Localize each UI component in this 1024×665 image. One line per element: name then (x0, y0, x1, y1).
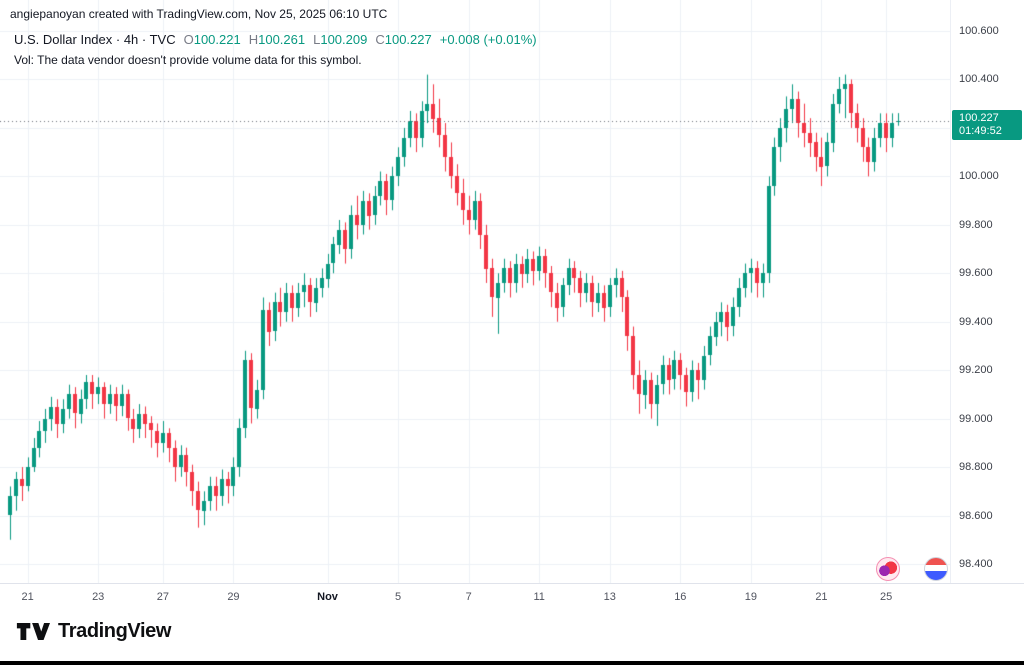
price-tick-label: 99.000 (959, 412, 993, 425)
candlestick-canvas[interactable] (0, 0, 950, 583)
brand-name: TradingView (58, 619, 172, 642)
close-label: C (375, 32, 385, 47)
time-tick-label: 11 (533, 591, 545, 603)
emoji-sticker-2[interactable] (924, 557, 948, 581)
low-label: L (313, 32, 321, 47)
legend: U.S. Dollar Index · 4h · TVC O100.221 H100… (14, 32, 537, 67)
bar-countdown: 01:49:52 (959, 125, 1002, 138)
price-tick-label: 99.200 (959, 364, 993, 377)
attribution-text: angiepanoyan created with TradingView.co… (10, 7, 388, 21)
emoji-sticker-1[interactable] (876, 557, 900, 581)
time-tick-label: 7 (465, 591, 472, 603)
time-tick-label: 23 (92, 591, 105, 603)
last-price-badge: 100.227 01:49:52 (952, 110, 1022, 141)
open-value: 100.221 (193, 32, 241, 47)
price-tick-label: 100.000 (959, 170, 999, 183)
high-value: 100.261 (258, 32, 306, 47)
volume-note: Vol: The data vendor doesn't provide vol… (14, 53, 362, 67)
time-tick-label: 21 (21, 591, 34, 603)
footer-branding[interactable]: TradingView (16, 619, 171, 643)
price-tick-label: 100.400 (959, 73, 999, 86)
price-tick-label: 98.600 (959, 509, 993, 522)
high-label: H (248, 32, 259, 47)
window-bottom-edge (0, 661, 1024, 665)
legend-row-main: U.S. Dollar Index · 4h · TVC O100.221 H100… (14, 32, 537, 47)
time-tick-label: 21 (815, 591, 828, 603)
last-price-value: 100.227 (959, 112, 999, 125)
time-tick-label: 25 (879, 591, 893, 603)
time-tick-label: 19 (744, 591, 757, 603)
price-tick-label: 99.400 (959, 315, 993, 328)
time-tick-label: Nov (317, 591, 338, 603)
time-tick-label: 29 (227, 591, 240, 603)
price-tick-label: 98.400 (959, 557, 993, 570)
time-tick-label: 5 (395, 591, 402, 603)
time-axis[interactable]: 21 23 27 29 Nov 5 7 11 13 16 19 21 25 (0, 583, 1024, 612)
low-value: 100.209 (320, 32, 368, 47)
time-tick-label: 16 (674, 591, 687, 603)
symbol-description[interactable]: U.S. Dollar Index · 4h · TVC (14, 32, 176, 47)
price-axis[interactable]: 100.600100.400100.200100.00099.80099.600… (950, 0, 1024, 583)
price-tick-label: 99.800 (959, 218, 993, 231)
close-value: 100.227 (384, 32, 432, 47)
price-tick-label: 98.800 (959, 461, 993, 474)
price-tick-label: 100.600 (959, 25, 999, 37)
chart-plot-area[interactable]: angiepanoyan created with TradingView.co… (0, 0, 950, 583)
tradingview-logo-icon (16, 622, 50, 640)
time-tick-label: 27 (156, 591, 169, 603)
change-text: +0.008 (+0.01%) (439, 32, 537, 47)
open-label: O (183, 32, 194, 47)
price-tick-label: 99.600 (959, 267, 993, 280)
time-tick-label: 13 (603, 591, 616, 603)
